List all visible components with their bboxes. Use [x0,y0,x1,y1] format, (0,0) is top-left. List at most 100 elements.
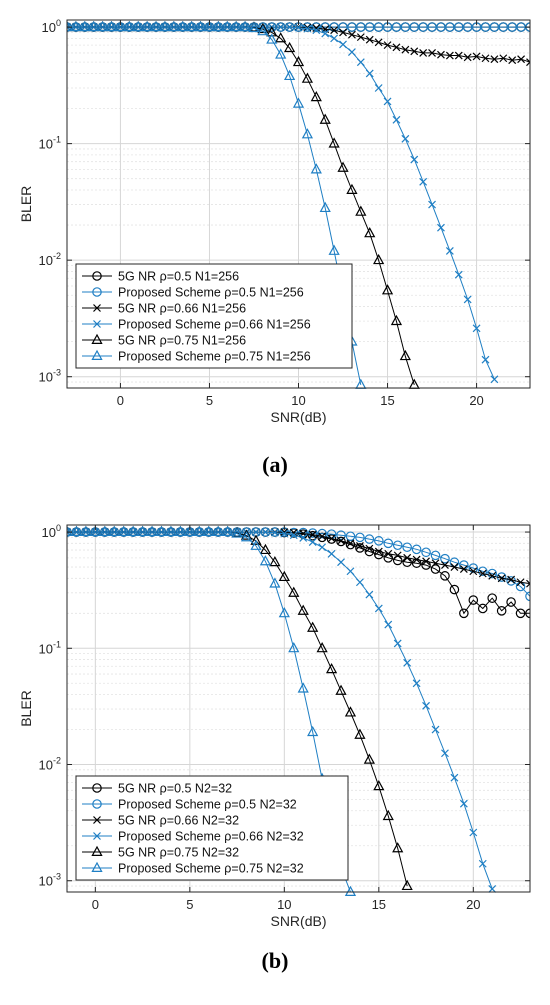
data-point [317,528,327,539]
data-point [364,227,376,238]
data-point [308,538,317,546]
data-point [310,90,322,102]
data-point [297,682,309,693]
data-point [373,780,385,791]
data-point [347,48,356,57]
data-point [364,546,375,557]
y-tick-label: 100 [42,18,61,35]
data-point [283,41,296,53]
data-point [114,20,127,32]
data-point [307,528,318,538]
chart-a: 0 5 10 15 20 100 10-1 10-2 10-3 SNR(dB) BLER 5G NR … [18,18,531,425]
data-point [345,531,356,542]
legend-item: Proposed Scheme ρ=0.75 N2=32 [82,862,304,876]
data-point [449,584,460,595]
legend-label: Proposed Scheme ρ=0.66 N2=32 [118,830,304,844]
data-point [355,205,367,216]
data-point [261,528,270,536]
data-point [450,773,459,782]
data-point [355,578,364,587]
data-point [401,134,410,143]
data-point [230,20,242,32]
data-point [472,52,481,61]
data-point [363,753,375,764]
data-point [478,859,487,868]
x-tick-label: 5 [206,393,213,408]
data-point [266,33,278,44]
data-point [177,20,189,32]
data-point [365,590,374,599]
data-point [383,538,394,549]
data-point [410,47,419,56]
data-point [496,606,507,616]
data-point [399,349,411,361]
data-point [431,725,440,734]
data-point [392,540,403,551]
data-point [490,375,499,384]
data-point [312,24,321,33]
data-point [89,525,101,537]
data-point [248,21,260,33]
data-point [118,525,130,537]
data-point [159,20,171,32]
data-point [428,49,436,57]
data-point [440,571,450,581]
data-point [337,558,345,567]
data-point [288,586,300,597]
x-axis: 0 5 10 15 20 [92,525,481,912]
data-point [319,201,331,213]
data-point [325,663,338,674]
data-point [184,525,196,537]
legend-label: Proposed Scheme ρ=0.5 N2=32 [118,798,297,812]
data-point [422,557,430,566]
data-point [280,529,289,538]
data-point [459,799,468,808]
data-point [155,525,168,537]
data-point [127,525,139,537]
data-point [99,525,111,537]
data-point [212,525,224,537]
data-point [463,53,472,62]
data-point [383,97,392,106]
data-point [288,642,300,653]
data-point [445,51,454,60]
data-point [67,525,73,537]
data-point [526,58,530,67]
data-point [297,604,309,615]
y-axis: 100 10-1 10-2 10-3 [39,523,530,889]
data-point [146,525,158,537]
data-point [481,54,490,63]
legend-label: 5G NR ρ=0.66 N1=256 [118,302,246,316]
data-point [390,314,403,326]
data-point [301,128,314,139]
legend-item: 5G NR ρ=0.5 N1=256 [82,270,239,284]
data-point [132,20,144,32]
axes-box [66,524,531,893]
data-point [67,528,71,536]
data-point [459,565,468,574]
data-point [459,608,469,619]
x-tick-label: 20 [469,393,483,408]
legend-marker [93,304,101,312]
data-point [374,549,384,560]
legend-marker [92,287,102,297]
data-point [269,555,281,567]
legend-item: Proposed Scheme ρ=0.75 N1=256 [82,350,311,364]
data-point [430,550,441,561]
data-point [278,570,290,582]
data-point [335,684,347,695]
data-point [222,525,234,537]
legend-marker [92,799,102,809]
series-line [67,26,362,386]
data-point [373,253,385,265]
data-point [374,84,383,92]
data-point [410,155,419,164]
series-6 [67,525,357,896]
legend-item: 5G NR ρ=0.66 N1=256 [82,302,246,316]
data-point [80,525,92,537]
x-tick-label: 15 [372,897,386,912]
x-axis-label: SNR(dB) [270,913,326,929]
y-tick-label: 10-3 [39,872,61,889]
data-point [123,20,135,32]
legend-marker [91,349,103,360]
